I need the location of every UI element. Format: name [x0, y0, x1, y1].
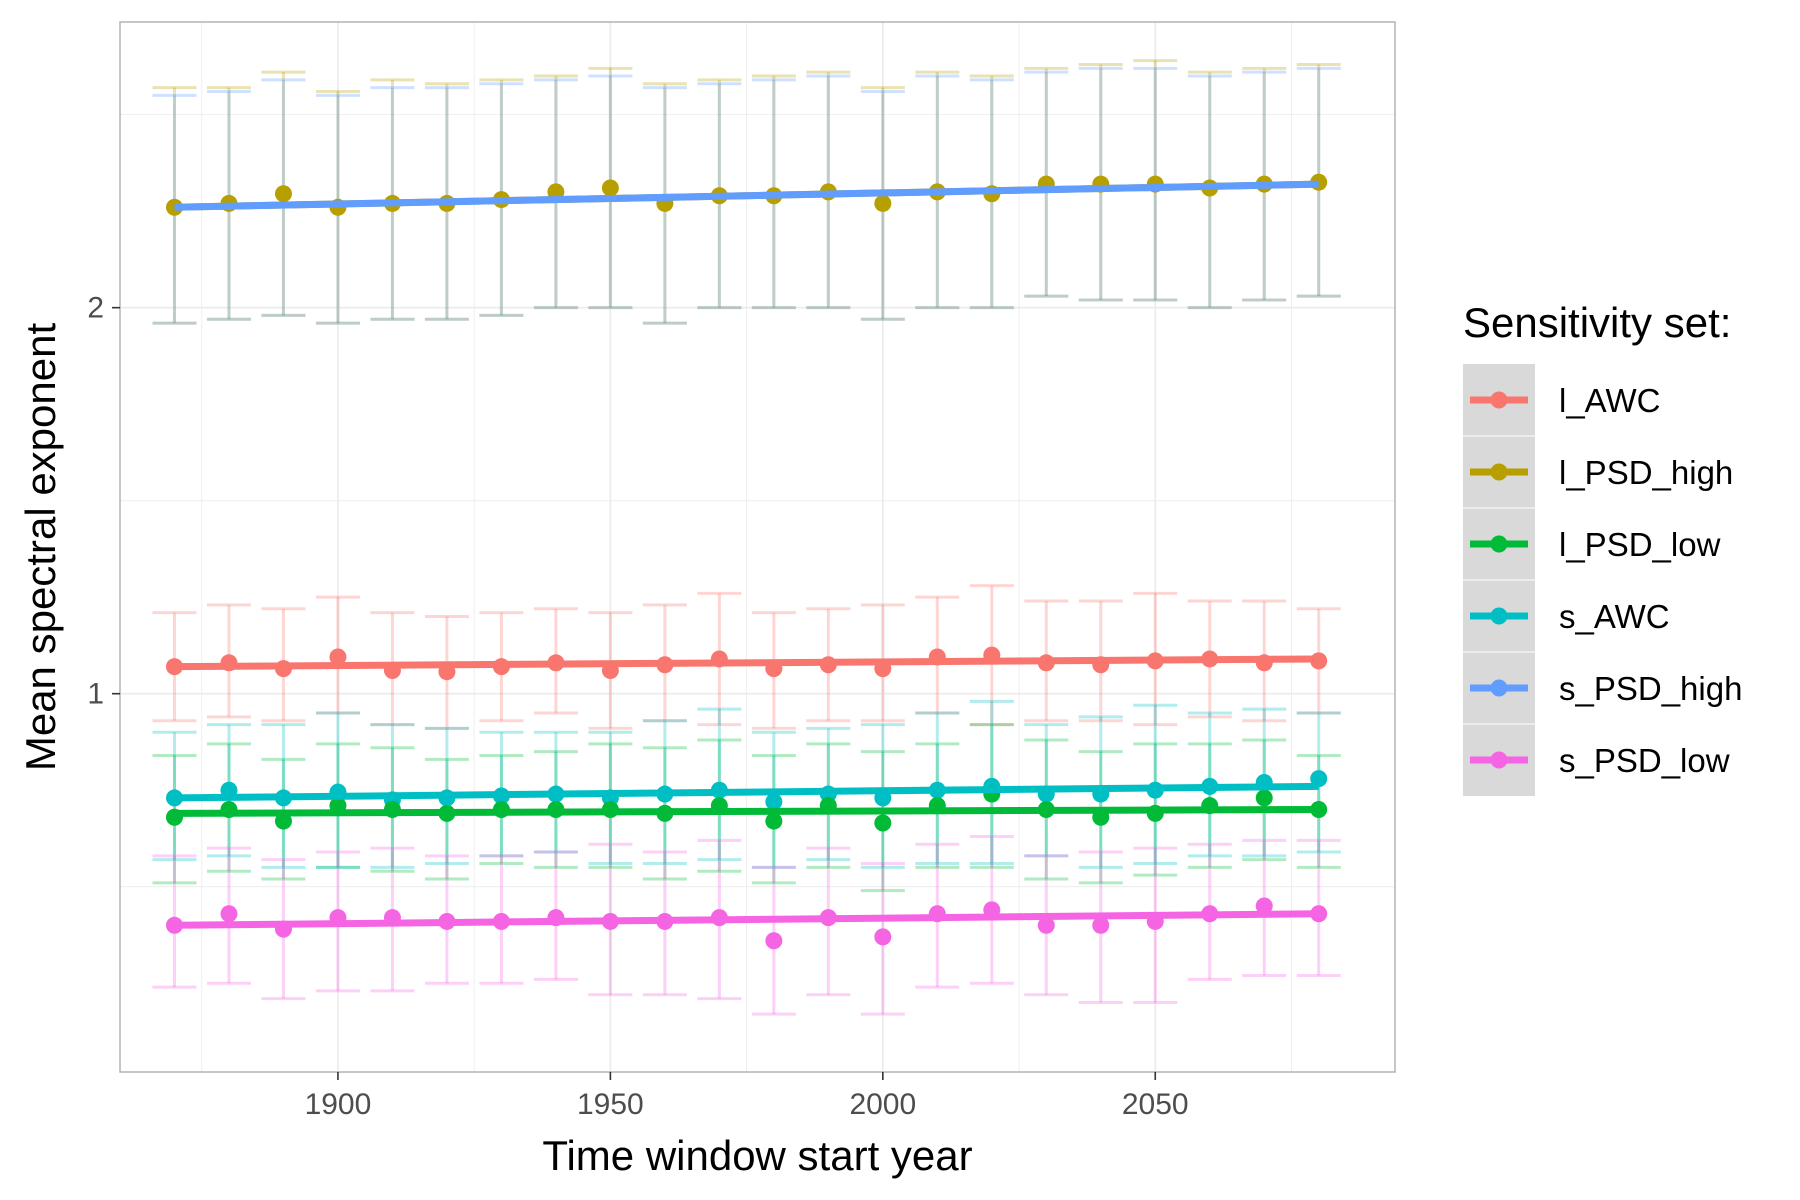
panel-border — [119, 21, 1396, 1073]
x-axis-title: Time window start year — [542, 1132, 972, 1179]
trend-line-s_AWC — [174, 782, 1319, 802]
point-l_PSD_low — [1255, 789, 1273, 807]
point-l_PSD_low — [274, 812, 292, 830]
point-l_PSD_high — [274, 185, 292, 203]
legend-label: s_PSD_high — [1559, 670, 1742, 707]
legend-label: l_AWC — [1559, 382, 1660, 419]
legend-item-l_AWC: l_AWC — [1470, 382, 1660, 419]
x-tick-label: 2050 — [1122, 1088, 1189, 1121]
legend-label: l_PSD_low — [1559, 526, 1721, 563]
point-l_AWC — [329, 648, 347, 666]
legend-item-s_PSD_high: s_PSD_high — [1463, 651, 1742, 707]
legend-item-l_PSD_low: l_PSD_low — [1463, 507, 1721, 563]
y-tick-label: 2 — [87, 292, 104, 325]
axes: 1900 1950 2000 2050 1 2 — [87, 292, 1188, 1121]
point-s_AWC — [1310, 770, 1328, 788]
legend-key-point — [1490, 391, 1508, 409]
legend: Sensitivity set: l_AWC l_PSD_high l_PSD_lo… — [1463, 299, 1742, 796]
grid — [120, 22, 1395, 1072]
point-s_PSD_low — [220, 905, 238, 923]
y-axis-title: Mean spectral exponent — [17, 323, 64, 772]
legend-item-s_AWC: s_AWC — [1463, 579, 1670, 635]
legend-key-point — [1490, 607, 1508, 625]
x-tick-label: 1950 — [577, 1088, 644, 1121]
trend-line-s_PSD_high — [174, 180, 1319, 211]
x-tick-label: 1900 — [305, 1088, 372, 1121]
point-s_PSD_low — [874, 928, 892, 946]
y-tick-label: 1 — [87, 678, 104, 711]
point-s_PSD_low — [1092, 916, 1110, 934]
legend-title: Sensitivity set: — [1463, 299, 1731, 346]
point-s_PSD_low — [765, 932, 783, 950]
legend-key-point — [1490, 535, 1508, 553]
point-s_PSD_low — [1255, 897, 1273, 915]
point-l_PSD_low — [874, 814, 892, 832]
trend-line-l_AWC — [174, 655, 1319, 671]
legend-key-point — [1490, 679, 1508, 697]
x-tick-label: 2000 — [849, 1088, 916, 1121]
trend-line-s_PSD_low — [174, 910, 1319, 929]
point-s_AWC — [765, 793, 783, 811]
legend-label: s_AWC — [1559, 598, 1670, 635]
legend-item-s_PSD_low: s_PSD_low — [1463, 723, 1730, 779]
legend-label: s_PSD_low — [1559, 742, 1730, 779]
legend-key-point — [1490, 751, 1508, 769]
trend-lines — [174, 180, 1319, 929]
legend-item-l_PSD_high: l_PSD_high — [1463, 435, 1733, 491]
legend-key-point — [1490, 463, 1508, 481]
point-s_PSD_low — [1037, 916, 1055, 934]
legend-label: l_PSD_high — [1559, 454, 1733, 491]
trend-line-l_PSD_low — [174, 806, 1319, 817]
point-l_PSD_high — [874, 194, 892, 212]
point-l_PSD_low — [765, 812, 783, 830]
point-l_PSD_high — [601, 179, 619, 197]
